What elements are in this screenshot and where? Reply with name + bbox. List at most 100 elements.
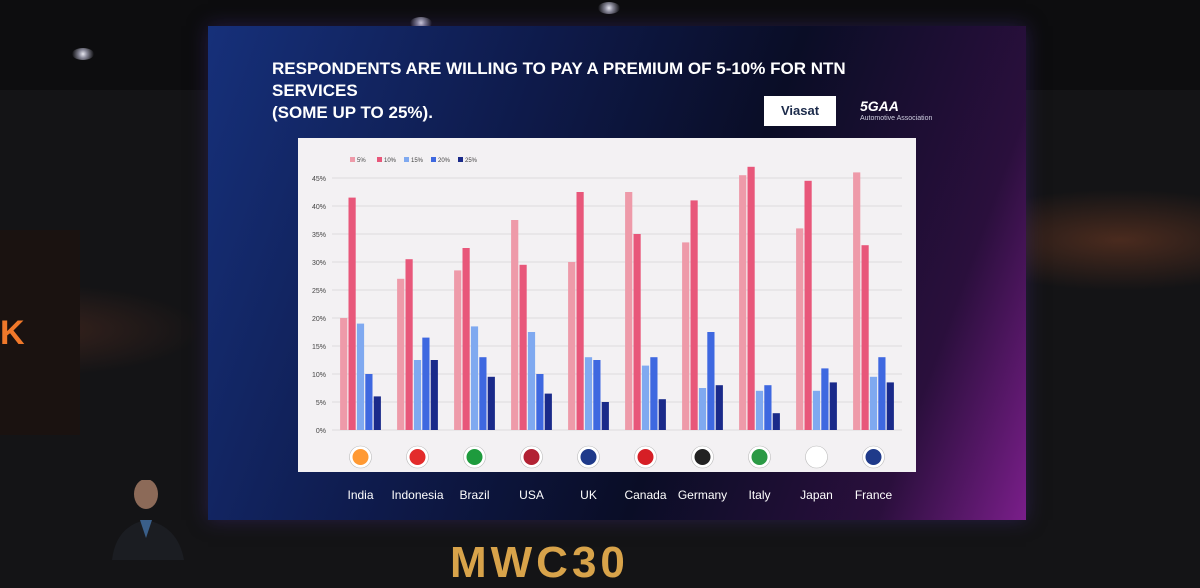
bar: [576, 192, 584, 430]
bar: [397, 278, 405, 430]
legend-swatch: [431, 157, 436, 162]
legend-swatch: [404, 157, 409, 162]
country-label: India: [347, 488, 374, 502]
bar: [829, 382, 837, 430]
y-tick-label: 30%: [312, 260, 326, 267]
bar: [658, 399, 666, 430]
event-sign: MWC30: [450, 538, 629, 587]
bar: [430, 360, 438, 430]
y-tick-label: 20%: [312, 316, 326, 323]
legend-label: 5%: [357, 158, 366, 164]
legend-label: 10%: [384, 158, 397, 164]
bar: [715, 385, 723, 430]
bar: [861, 245, 869, 430]
bar: [454, 270, 462, 430]
italy-flag-icon-fill: [751, 449, 768, 465]
country-label: Germany: [677, 488, 728, 502]
bar: [413, 360, 422, 430]
canada-flag-icon-fill: [637, 449, 654, 465]
bar: [568, 262, 576, 430]
bar: [348, 197, 356, 430]
bar: [601, 402, 609, 430]
bar: [698, 388, 707, 430]
bar: [356, 323, 365, 430]
viasat-logo: Viasat: [764, 96, 836, 126]
bar: [511, 220, 519, 430]
india-flag-icon-fill: [352, 449, 369, 465]
bar: [707, 332, 715, 430]
country-label: USA: [519, 488, 544, 502]
ceiling-light: [598, 2, 620, 14]
bar: [340, 318, 348, 430]
bar: [739, 175, 747, 430]
germany-flag-icon-fill: [694, 449, 711, 465]
fivegaa-logo: 5GAA: [860, 98, 899, 114]
country-label: Brazil: [459, 488, 490, 502]
bar: [804, 180, 812, 430]
y-tick-label: 45%: [312, 176, 326, 183]
bar: [690, 200, 698, 430]
bar: [796, 228, 804, 430]
bar: [462, 248, 470, 430]
bar: [593, 360, 601, 430]
y-tick-label: 15%: [312, 344, 326, 351]
side-sign-letter: K: [0, 314, 25, 352]
bar: [755, 390, 764, 430]
ceiling-light: [72, 48, 94, 60]
slide-title-line-2: (SOME UP TO 25%).: [272, 103, 433, 122]
bar: [633, 234, 641, 430]
bar: [519, 264, 527, 430]
y-tick-label: 35%: [312, 232, 326, 239]
y-tick-label: 25%: [312, 288, 326, 295]
bar: [747, 166, 755, 431]
country-label: Indonesia: [391, 488, 444, 502]
bar: [422, 337, 430, 430]
legend-label: 15%: [411, 158, 424, 164]
legend-swatch: [377, 157, 382, 162]
bar: [536, 374, 544, 430]
bar: [405, 259, 413, 430]
bar: [625, 192, 633, 430]
bar: [772, 413, 780, 430]
bar: [487, 376, 495, 430]
presentation-screen: RESPONDENTS ARE WILLING TO PAY A PREMIUM…: [208, 26, 1026, 520]
bar: [527, 332, 536, 430]
bar-chart: 0% 5% 10% 15% 20% 25% 30% 35% 40% 45% 5% 10% 15% 20% 2…: [298, 138, 916, 472]
bar: [869, 376, 878, 430]
bar: [544, 393, 552, 430]
legend-label: 20%: [438, 158, 451, 164]
bar: [886, 382, 894, 430]
japan-flag-icon-fill: [808, 449, 825, 465]
presenter-person: [112, 480, 184, 560]
bar: [821, 368, 829, 430]
bar: [682, 242, 690, 430]
bar: [584, 357, 593, 430]
y-tick-label: 40%: [312, 204, 326, 211]
country-label: Japan: [800, 488, 833, 502]
slide-title: RESPONDENTS ARE WILLING TO PAY A PREMIUM…: [272, 58, 872, 124]
brazil-flag-icon-fill: [466, 449, 483, 465]
bar: [470, 326, 479, 430]
legend-swatch: [458, 157, 463, 162]
bar: [365, 374, 373, 430]
bar: [853, 172, 861, 430]
slide-title-line-1: RESPONDENTS ARE WILLING TO PAY A PREMIUM…: [272, 59, 846, 100]
country-label: Canada: [624, 488, 667, 502]
bar: [479, 357, 487, 430]
bar: [650, 357, 658, 430]
bar: [812, 390, 821, 430]
y-tick-label: 5%: [316, 400, 326, 407]
bar: [878, 357, 886, 430]
usa-flag-icon-fill: [523, 449, 540, 465]
uk-flag-icon-fill: [580, 449, 597, 465]
y-tick-label: 0%: [316, 428, 326, 435]
indonesia-flag-icon-fill: [409, 449, 426, 465]
bar: [641, 365, 650, 430]
france-flag-icon-fill: [865, 449, 882, 465]
bar: [764, 385, 772, 430]
country-label: UK: [580, 488, 597, 502]
fivegaa-logo-subtitle: Automotive Association: [860, 115, 933, 122]
side-sign-panel: [0, 230, 80, 435]
bar: [373, 396, 381, 430]
legend-swatch: [350, 157, 355, 162]
